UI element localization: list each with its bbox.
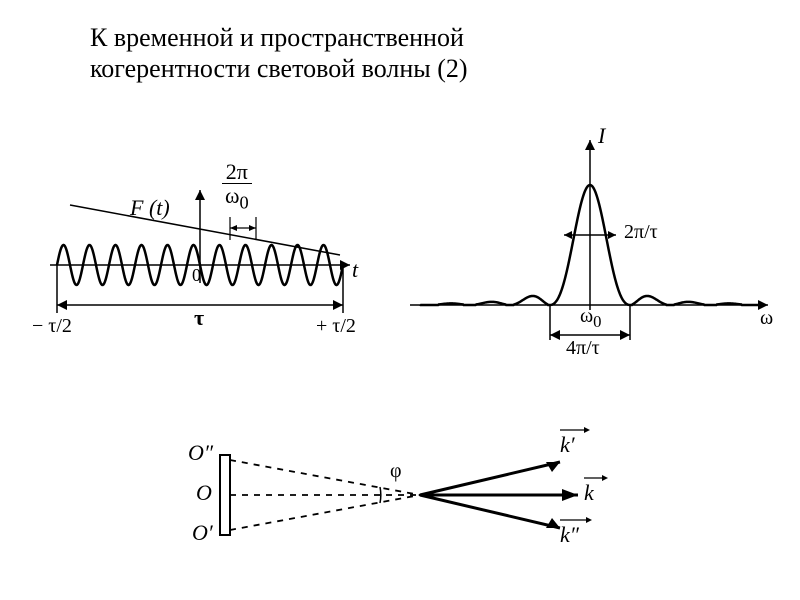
wave-packet-diagram: F (t) 2π ω0 0 t τ − τ/2 + τ/2 bbox=[30, 155, 370, 355]
label-phi: φ bbox=[390, 460, 402, 483]
label-minus-tau-half: − τ/2 bbox=[32, 315, 72, 338]
label-F-of-t: F (t) bbox=[130, 195, 170, 221]
title-line-1: К временной и пространственной bbox=[90, 23, 464, 52]
label-k-double-prime: k″ bbox=[560, 522, 579, 548]
label-O-double-prime: O″ bbox=[188, 440, 213, 466]
title-line-2: когерентности световой волны (2) bbox=[90, 54, 468, 83]
page-title: К временной и пространственной когерентн… bbox=[90, 22, 710, 84]
spectrum-diagram: I 2π/τ ω0 4π/τ ω bbox=[400, 115, 780, 375]
k-vector-diagram: O″ O O′ φ k′ k k″ bbox=[160, 420, 640, 570]
label-omega-axis: ω bbox=[760, 307, 773, 330]
label-I-axis: I bbox=[598, 123, 605, 149]
label-k: k bbox=[584, 480, 594, 506]
label-origin-0: 0 bbox=[192, 265, 201, 286]
label-t-axis: t bbox=[352, 257, 358, 283]
label-plus-tau-half: + τ/2 bbox=[316, 315, 356, 338]
label-2pi-over-tau: 2π/τ bbox=[624, 221, 658, 244]
label-O: O bbox=[196, 480, 212, 506]
label-omega0: ω0 bbox=[580, 305, 602, 332]
label-tau: τ bbox=[194, 305, 204, 331]
label-4pi-over-tau: 4π/τ bbox=[566, 337, 600, 360]
label-period-frac: 2π ω0 bbox=[222, 160, 252, 213]
label-k-prime: k′ bbox=[560, 432, 575, 458]
label-O-prime: O′ bbox=[192, 520, 213, 546]
